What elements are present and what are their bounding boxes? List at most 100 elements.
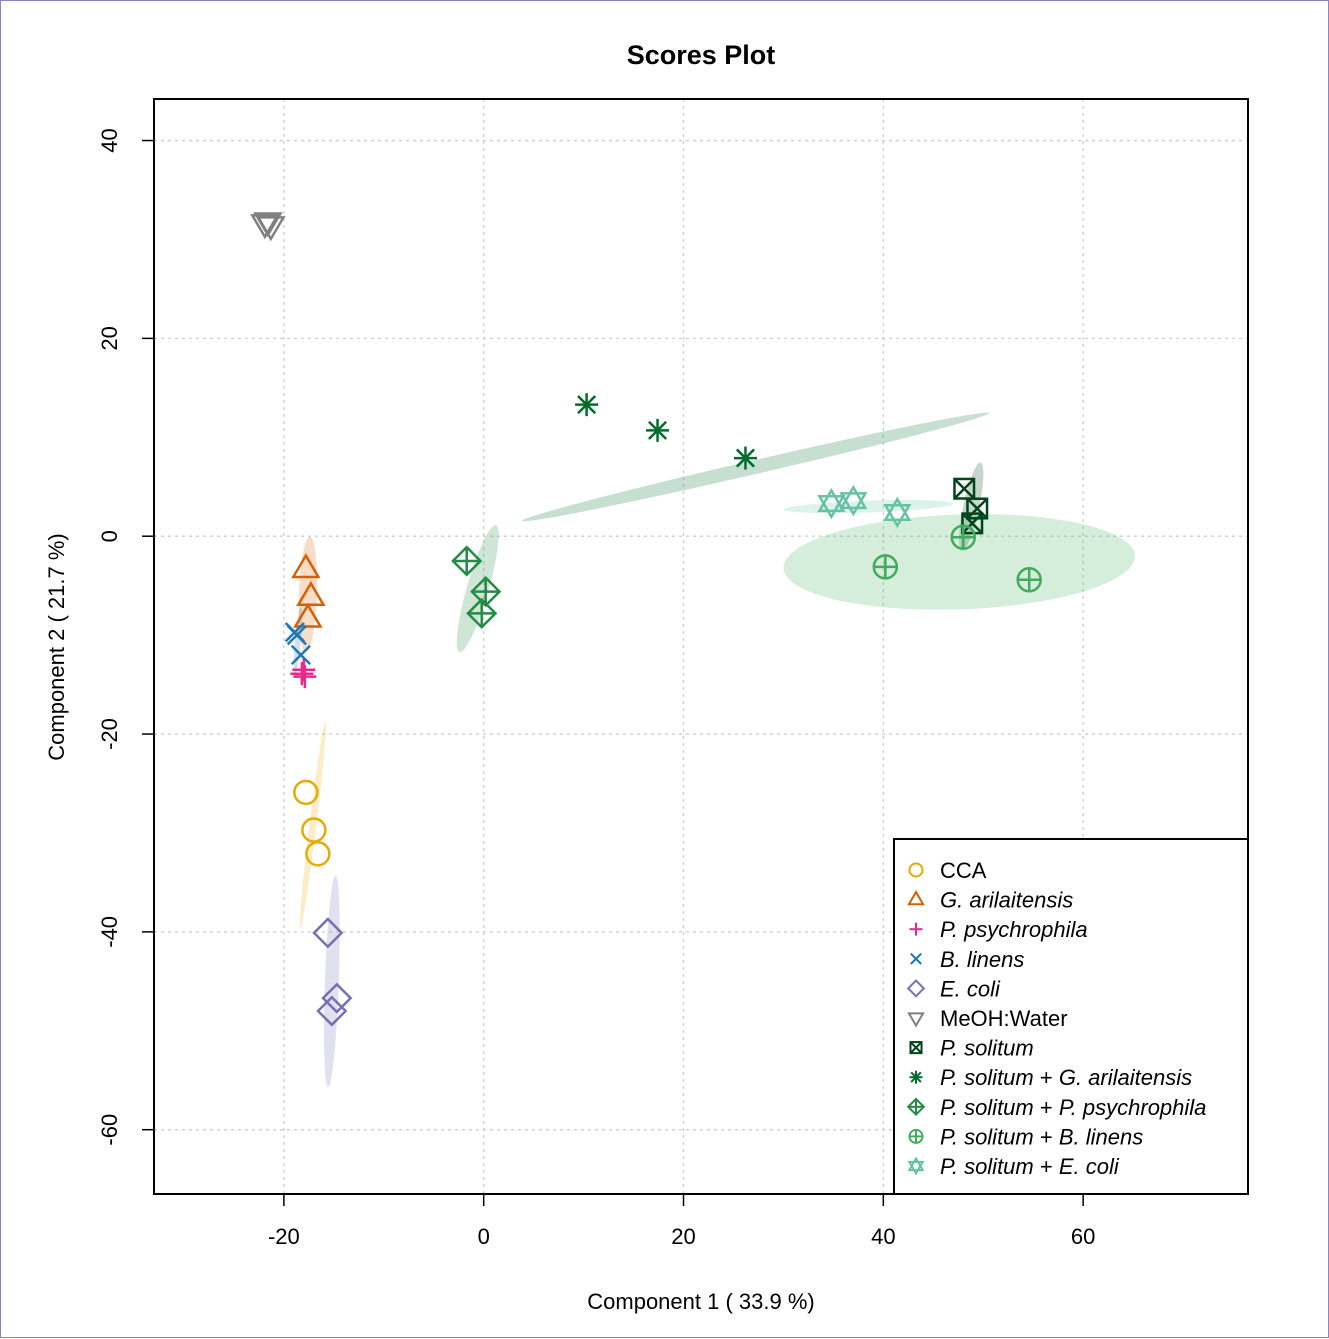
point-3-1 bbox=[290, 644, 311, 665]
point-2-1 bbox=[293, 665, 317, 689]
point-3-2 bbox=[286, 625, 307, 646]
legend-label-7: P. solitum + G. arilaitensis bbox=[940, 1065, 1192, 1090]
legend-label-part: P. psychrophila bbox=[940, 917, 1088, 942]
legend-label-0: CCA bbox=[940, 858, 987, 883]
legend-label-6: P. solitum bbox=[940, 1036, 1034, 1061]
plot-border bbox=[153, 98, 1249, 1195]
legend-box bbox=[893, 838, 1249, 1195]
legend-marker-3 bbox=[910, 952, 922, 965]
legend-label-part: P. solitum bbox=[940, 1124, 1034, 1149]
point-4-2 bbox=[316, 995, 348, 1027]
legend-label-part: B. linens bbox=[940, 947, 1024, 972]
legend-label-4: E. coli bbox=[940, 976, 1001, 1001]
ellipse-0 bbox=[299, 720, 327, 930]
y-tick-label: 40 bbox=[97, 128, 122, 152]
point-9-2 bbox=[1016, 566, 1042, 593]
point-5-2 bbox=[253, 212, 283, 238]
legend: CCA G. arilaitensis P. psychrophila B. line… bbox=[893, 838, 1249, 1195]
legend-label-part: P. solitum bbox=[940, 1095, 1034, 1120]
legend-label-part: P. solitum bbox=[940, 1036, 1034, 1061]
legend-marker-4 bbox=[906, 979, 926, 998]
point-4-0 bbox=[312, 917, 344, 949]
point-8-2 bbox=[466, 597, 498, 629]
point-6-2 bbox=[961, 512, 984, 535]
point-9-0 bbox=[872, 554, 899, 580]
legend-label-part: P. solitum bbox=[940, 1154, 1034, 1179]
legend-marker-9 bbox=[908, 1128, 924, 1144]
x-tick-label: 20 bbox=[671, 1224, 695, 1249]
point-5-0 bbox=[250, 214, 280, 240]
ellipse-9 bbox=[783, 514, 1136, 610]
legend-label-10: P. solitum + E. coli bbox=[940, 1154, 1120, 1179]
point-7-1 bbox=[646, 418, 670, 442]
point-1-2 bbox=[293, 602, 323, 628]
legend-label-part: + bbox=[1034, 1124, 1059, 1149]
y-tick-label: -60 bbox=[97, 1114, 122, 1146]
point-10-0 bbox=[817, 487, 846, 520]
legend-label-part: + bbox=[1034, 1154, 1059, 1179]
point-0-1 bbox=[301, 817, 327, 843]
legend-label-5: MeOH:Water bbox=[940, 1006, 1068, 1031]
ellipse-8 bbox=[456, 525, 499, 653]
legend-label-part: E. coli bbox=[1059, 1154, 1120, 1179]
legend-label-2: P. psychrophila bbox=[940, 917, 1088, 942]
confidence-ellipses bbox=[293, 412, 1136, 1088]
legend-marker-5 bbox=[907, 1012, 925, 1028]
legend-label-8: P. solitum + P. psychrophila bbox=[940, 1095, 1206, 1120]
legend-marker-6 bbox=[909, 1041, 923, 1055]
legend-marker-8 bbox=[906, 1097, 926, 1117]
legend-label-part: + bbox=[1034, 1095, 1059, 1120]
legend-label-part: E. coli bbox=[940, 976, 1001, 1001]
point-8-0 bbox=[451, 545, 483, 577]
chart-title: Scores Plot bbox=[627, 40, 776, 70]
point-7-0 bbox=[575, 393, 599, 417]
ellipse-4 bbox=[323, 875, 340, 1088]
ellipse-6 bbox=[959, 462, 984, 551]
y-tick-label: -40 bbox=[97, 916, 122, 948]
legend-label-part: MeOH:Water bbox=[940, 1006, 1068, 1031]
legend-label-3: B. linens bbox=[940, 947, 1024, 972]
legend-label-part: G. arilaitensis bbox=[1059, 1065, 1192, 1090]
legend-marker-2 bbox=[909, 922, 923, 936]
x-tick-label: 0 bbox=[478, 1224, 490, 1249]
x-axis-label: Component 1 ( 33.9 %) bbox=[587, 1289, 814, 1314]
legend-marker-0 bbox=[908, 862, 924, 878]
legend-label-9: P. solitum + B. linens bbox=[940, 1124, 1143, 1149]
legend-label-part: + bbox=[1034, 1065, 1059, 1090]
data-points bbox=[250, 212, 1042, 1027]
legend-label-part: G. arilaitensis bbox=[940, 888, 1073, 913]
point-1-1 bbox=[296, 580, 326, 606]
y-tick-label: -20 bbox=[97, 718, 122, 750]
legend-label-1: G. arilaitensis bbox=[940, 888, 1073, 913]
ellipse-3 bbox=[293, 607, 303, 675]
y-tick-label: 0 bbox=[97, 530, 122, 542]
point-4-1 bbox=[321, 982, 353, 1014]
point-1-0 bbox=[291, 553, 321, 579]
legend-label-part: P. psychrophila bbox=[1059, 1095, 1207, 1120]
legend-label-part: P. solitum bbox=[940, 1065, 1034, 1090]
legend-marker-1 bbox=[907, 890, 925, 906]
y-tick-label: 20 bbox=[97, 326, 122, 350]
axes: -20 0 20 40 60 -60 -40 -20 0 20 40 bbox=[97, 98, 1249, 1249]
point-6-0 bbox=[953, 477, 976, 500]
y-axis-label: Component 2 ( 21.7 %) bbox=[44, 533, 69, 760]
legend-label-part: B. linens bbox=[1059, 1124, 1143, 1149]
ellipse-7 bbox=[521, 412, 990, 522]
point-10-1 bbox=[839, 484, 868, 517]
x-tick-label: 60 bbox=[1071, 1224, 1095, 1249]
point-9-1 bbox=[950, 524, 977, 550]
point-0-2 bbox=[305, 840, 331, 867]
x-tick-label: -20 bbox=[268, 1224, 300, 1249]
point-8-1 bbox=[470, 576, 502, 608]
ellipse-10 bbox=[783, 499, 954, 514]
legend-marker-10 bbox=[907, 1156, 925, 1176]
grid-lines bbox=[154, 99, 1248, 1194]
point-2-2 bbox=[290, 662, 314, 686]
x-tick-label: 40 bbox=[871, 1224, 895, 1249]
legend-marker-7 bbox=[909, 1070, 923, 1084]
point-0-0 bbox=[293, 779, 319, 806]
legend-label-part: CCA bbox=[940, 858, 987, 883]
point-10-2 bbox=[883, 496, 912, 529]
